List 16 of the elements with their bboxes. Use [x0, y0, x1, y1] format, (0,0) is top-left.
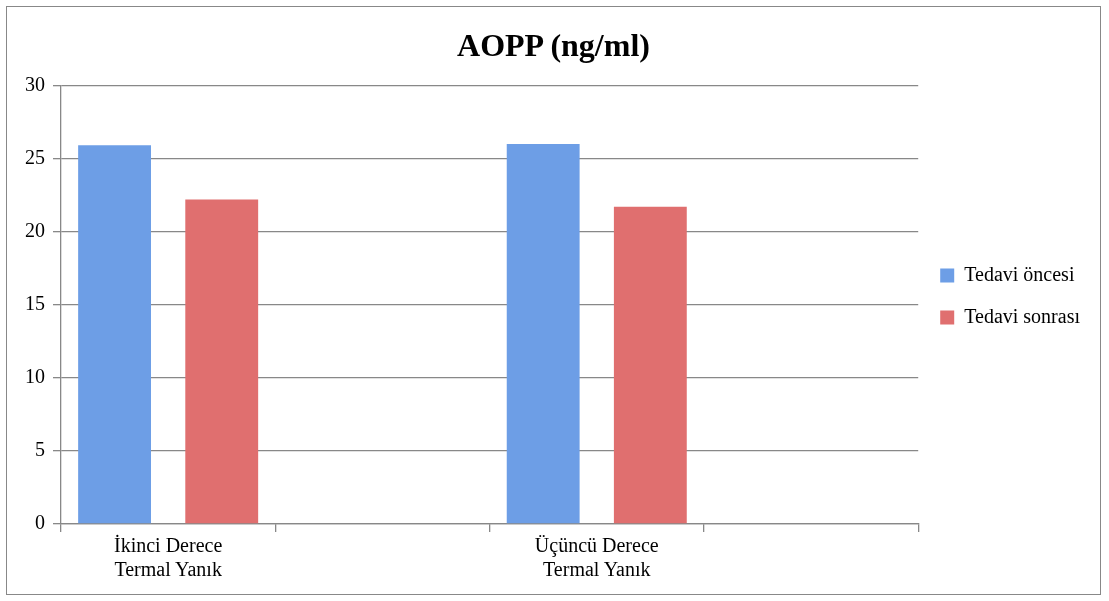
y-tick-label: 15: [25, 291, 45, 314]
y-tick-label: 0: [35, 511, 45, 534]
y-tick-label: 20: [25, 218, 45, 241]
legend-label: Tedavi sonrası: [964, 304, 1081, 327]
bar: [613, 206, 687, 524]
y-tick-label: 10: [25, 365, 45, 388]
bar: [185, 199, 259, 524]
x-tick-label: İkinci Derece Termal Yanık: [114, 534, 223, 581]
bar: [506, 143, 580, 524]
y-tick-label: 25: [25, 145, 45, 168]
y-tick-label: 30: [25, 72, 45, 95]
chart-title: AOPP (ng/ml): [457, 27, 650, 64]
bar: [78, 145, 152, 524]
x-tick-label: Üçüncü Derece Termal Yanık: [534, 534, 659, 581]
legend-label: Tedavi öncesi: [964, 262, 1075, 285]
y-tick-label: 5: [35, 438, 45, 461]
